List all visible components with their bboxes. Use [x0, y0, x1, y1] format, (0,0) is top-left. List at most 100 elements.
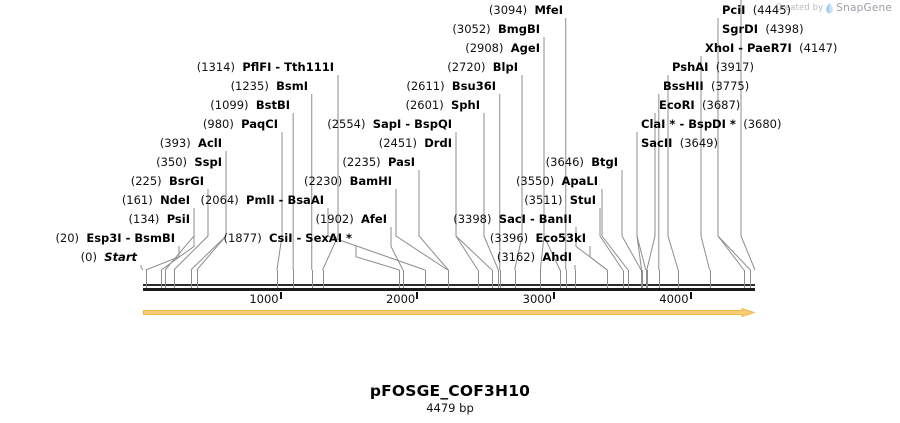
ruler-tick-mark: [689, 292, 692, 299]
leader-line: [145, 246, 180, 271]
restriction-site-label[interactable]: (1902) AfeI: [315, 213, 387, 226]
restriction-site-label[interactable]: (3162) AhdI: [497, 251, 572, 264]
restriction-site-label[interactable]: (161) NdeI: [122, 194, 190, 207]
restriction-site-label[interactable]: EcoRI (3687): [659, 99, 740, 112]
cut-site-tick: [678, 270, 679, 288]
restriction-site-label[interactable]: (1314) PflFI - Tth111I: [197, 61, 334, 74]
site-enzyme-name: Eco53kI: [535, 231, 586, 245]
restriction-site-label[interactable]: (1099) BstBI: [210, 99, 290, 112]
restriction-site-label[interactable]: (2554) SapI - BspQI: [327, 118, 452, 131]
cut-site-tick: [448, 270, 449, 288]
restriction-site-label[interactable]: SgrDI (4398): [722, 23, 804, 36]
restriction-site-label[interactable]: (2064) PmlI - BsaAI: [200, 194, 324, 207]
label-spacer: [527, 3, 534, 17]
restriction-site-label[interactable]: (3398) SacI - BanII: [453, 213, 572, 226]
leader-line: [483, 113, 499, 271]
cut-site-tick: [744, 270, 745, 288]
label-spacer: [239, 193, 246, 207]
restriction-site-label[interactable]: (225) BsrGI: [131, 175, 204, 188]
restriction-site-label[interactable]: (1877) CsiI - SexAI *: [223, 232, 352, 245]
site-position: (134): [128, 212, 160, 226]
label-spacer: [365, 117, 372, 131]
restriction-site-label[interactable]: (3094) MfeI: [489, 4, 563, 17]
site-enzyme-name: PaqCI: [241, 117, 278, 131]
restriction-site-label[interactable]: (2230) BamHI: [304, 175, 392, 188]
orientation-arrow-icon: [143, 308, 755, 317]
cut-site-tick: [403, 270, 404, 288]
leader-line: [621, 170, 642, 271]
site-position: (20): [55, 231, 80, 245]
backbone-line: [143, 288, 755, 291]
leader-line: [455, 151, 479, 271]
site-enzyme-name: AfeI: [361, 212, 387, 226]
restriction-site-label[interactable]: (3511) StuI: [524, 194, 596, 207]
site-position: (3162): [496, 250, 536, 264]
cut-site-tick: [425, 270, 426, 288]
site-position: (3775): [710, 79, 750, 93]
site-enzyme-name: SacII: [641, 136, 673, 150]
site-position: (225): [130, 174, 162, 188]
site-position: (1902): [315, 212, 354, 226]
restriction-site-label[interactable]: XhoI - PaeR7I (4147): [705, 42, 837, 55]
snapgene-watermark: Created by SnapGene: [775, 2, 892, 14]
site-position: (3687): [702, 98, 741, 112]
restriction-site-label[interactable]: PshAI (3917): [672, 61, 754, 74]
restriction-site-label[interactable]: PciI (4445): [722, 4, 791, 17]
restriction-site-label[interactable]: (20) Esp3I - BsmBI: [55, 232, 175, 245]
restriction-site-label[interactable]: (3646) BtgI: [546, 156, 618, 169]
restriction-site-label[interactable]: (980) PaqCI: [203, 118, 278, 131]
cut-site-tick: [277, 270, 278, 288]
restriction-site-label[interactable]: (2611) Bsu36I: [406, 80, 496, 93]
leader-line: [636, 151, 643, 271]
site-enzyme-name: XhoI - PaeR7I: [705, 41, 792, 55]
restriction-site-label[interactable]: (350) SspI: [156, 156, 222, 169]
restriction-site-label[interactable]: (3052) BmgBI: [452, 23, 540, 36]
restriction-site-label[interactable]: (3550) ApaLI: [516, 175, 598, 188]
restriction-site-label[interactable]: (1235) BsmI: [231, 80, 308, 93]
restriction-site-label[interactable]: (134) PsiI: [128, 213, 190, 226]
label-spacer: [249, 98, 256, 112]
cut-site-tick: [312, 270, 313, 288]
label-spacer: [672, 136, 679, 150]
restriction-site-label[interactable]: (0) Start: [81, 251, 137, 264]
cut-site-tick: [165, 270, 166, 288]
site-position: (980): [202, 117, 234, 131]
restriction-site-label[interactable]: SacII (3649): [641, 137, 718, 150]
label-spacer: [695, 98, 702, 112]
restriction-site-label[interactable]: (2235) PasI: [342, 156, 415, 169]
site-enzyme-name: SacI - BanII: [498, 212, 572, 226]
label-spacer: [584, 155, 591, 169]
site-enzyme-name: NdeI: [160, 193, 190, 207]
label-spacer: [417, 136, 424, 150]
watermark-prefix-text: Created by: [775, 3, 824, 13]
site-position: (1314): [196, 60, 235, 74]
cut-site-tick: [560, 270, 561, 288]
cut-site-tick: [323, 270, 324, 288]
site-enzyme-name: BmgBI: [497, 22, 540, 36]
label-spacer: [354, 212, 361, 226]
cut-site-tick: [500, 270, 501, 288]
site-position: (3649): [679, 136, 718, 150]
restriction-site-label[interactable]: BssHII (3775): [663, 80, 749, 93]
restriction-site-label[interactable]: (3396) Eco53kI: [490, 232, 586, 245]
label-spacer: [562, 193, 569, 207]
leader-line: [395, 189, 448, 271]
label-spacer: [342, 174, 349, 188]
restriction-site-label[interactable]: (393) AclI: [160, 137, 222, 150]
restriction-site-label[interactable]: (2908) AgeI: [465, 42, 540, 55]
cut-site-tick: [750, 270, 751, 288]
site-enzyme-name: CsiI - SexAI *: [269, 231, 352, 245]
restriction-site-label[interactable]: (2451) DrdI: [379, 137, 452, 150]
site-position: (4445): [752, 3, 792, 17]
site-enzyme-name: Bsu36I: [451, 79, 496, 93]
site-enzyme-name: BlpI: [492, 60, 518, 74]
label-spacer: [704, 79, 711, 93]
restriction-site-label[interactable]: (2601) SphI: [405, 99, 480, 112]
restriction-site-label[interactable]: (2720) BlpI: [447, 61, 518, 74]
label-spacer: [535, 250, 542, 264]
label-spacer: [485, 60, 492, 74]
label-spacer: [554, 174, 561, 188]
restriction-site-label[interactable]: ClaI * - BspDI * (3680): [641, 118, 781, 131]
site-enzyme-name: BstBI: [255, 98, 290, 112]
site-enzyme-name: PshAI: [672, 60, 709, 74]
